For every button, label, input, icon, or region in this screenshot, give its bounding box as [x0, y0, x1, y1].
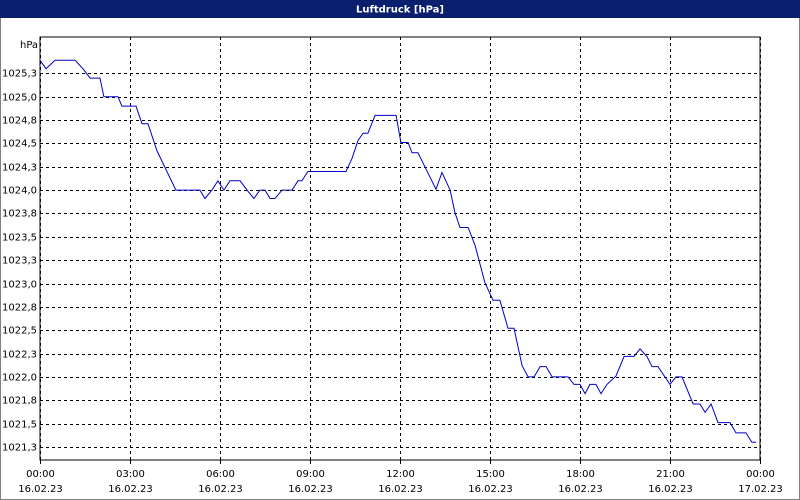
x-tick-date: 16.02.23 [558, 484, 603, 495]
y-tick-label: 1024,0 [2, 186, 37, 197]
x-tick-label: 18:00 [566, 469, 595, 480]
y-tick-label: 1022,5 [2, 326, 37, 337]
x-tick-date: 16.02.23 [648, 484, 693, 495]
y-axis-label: hPa [20, 40, 38, 51]
chart-title: Luftdruck [hPa] [356, 5, 444, 16]
x-tick-label: 09:00 [296, 469, 325, 480]
x-tick-label: 21:00 [656, 469, 685, 480]
x-tick-date: 16.02.23 [18, 484, 63, 495]
x-tick-label: 12:00 [386, 469, 415, 480]
y-tick-label: 1025,3 [2, 69, 37, 80]
y-tick-label: 1024,8 [2, 116, 37, 127]
y-tick-label: 1025,0 [2, 93, 37, 104]
data-line [39, 59, 757, 443]
x-tick-label: 00:00 [26, 469, 55, 480]
y-tick-label: 1022,3 [2, 350, 37, 361]
y-tick-label: 1023,5 [2, 233, 37, 244]
x-tick-date: 16.02.23 [198, 484, 243, 495]
x-tick-label: 03:00 [116, 469, 145, 480]
x-tick-date: 16.02.23 [288, 484, 333, 495]
y-tick-label: 1021,5 [2, 420, 37, 431]
y-tick-label: 1024,3 [2, 163, 37, 174]
y-tick-label: 1024,5 [2, 139, 37, 150]
y-tick-label: 1021,3 [2, 443, 37, 454]
x-tick-label: 00:00 [746, 469, 775, 480]
y-tick-label: 1023,8 [2, 209, 37, 220]
x-tick-label: 06:00 [206, 469, 235, 480]
title-bar [0, 0, 800, 18]
x-tick-date: 17.02.23 [738, 484, 783, 495]
x-tick-date: 16.02.23 [468, 484, 513, 495]
y-tick-label: 1022,8 [2, 303, 37, 314]
y-tick-label: 1023,0 [2, 280, 37, 291]
x-tick-date: 16.02.23 [108, 484, 153, 495]
y-tick-label: 1022,0 [2, 373, 37, 384]
y-tick-label: 1021,8 [2, 396, 37, 407]
x-tick-date: 16.02.23 [378, 484, 423, 495]
x-tick-label: 15:00 [476, 469, 505, 480]
y-tick-label: 1023,3 [2, 256, 37, 267]
